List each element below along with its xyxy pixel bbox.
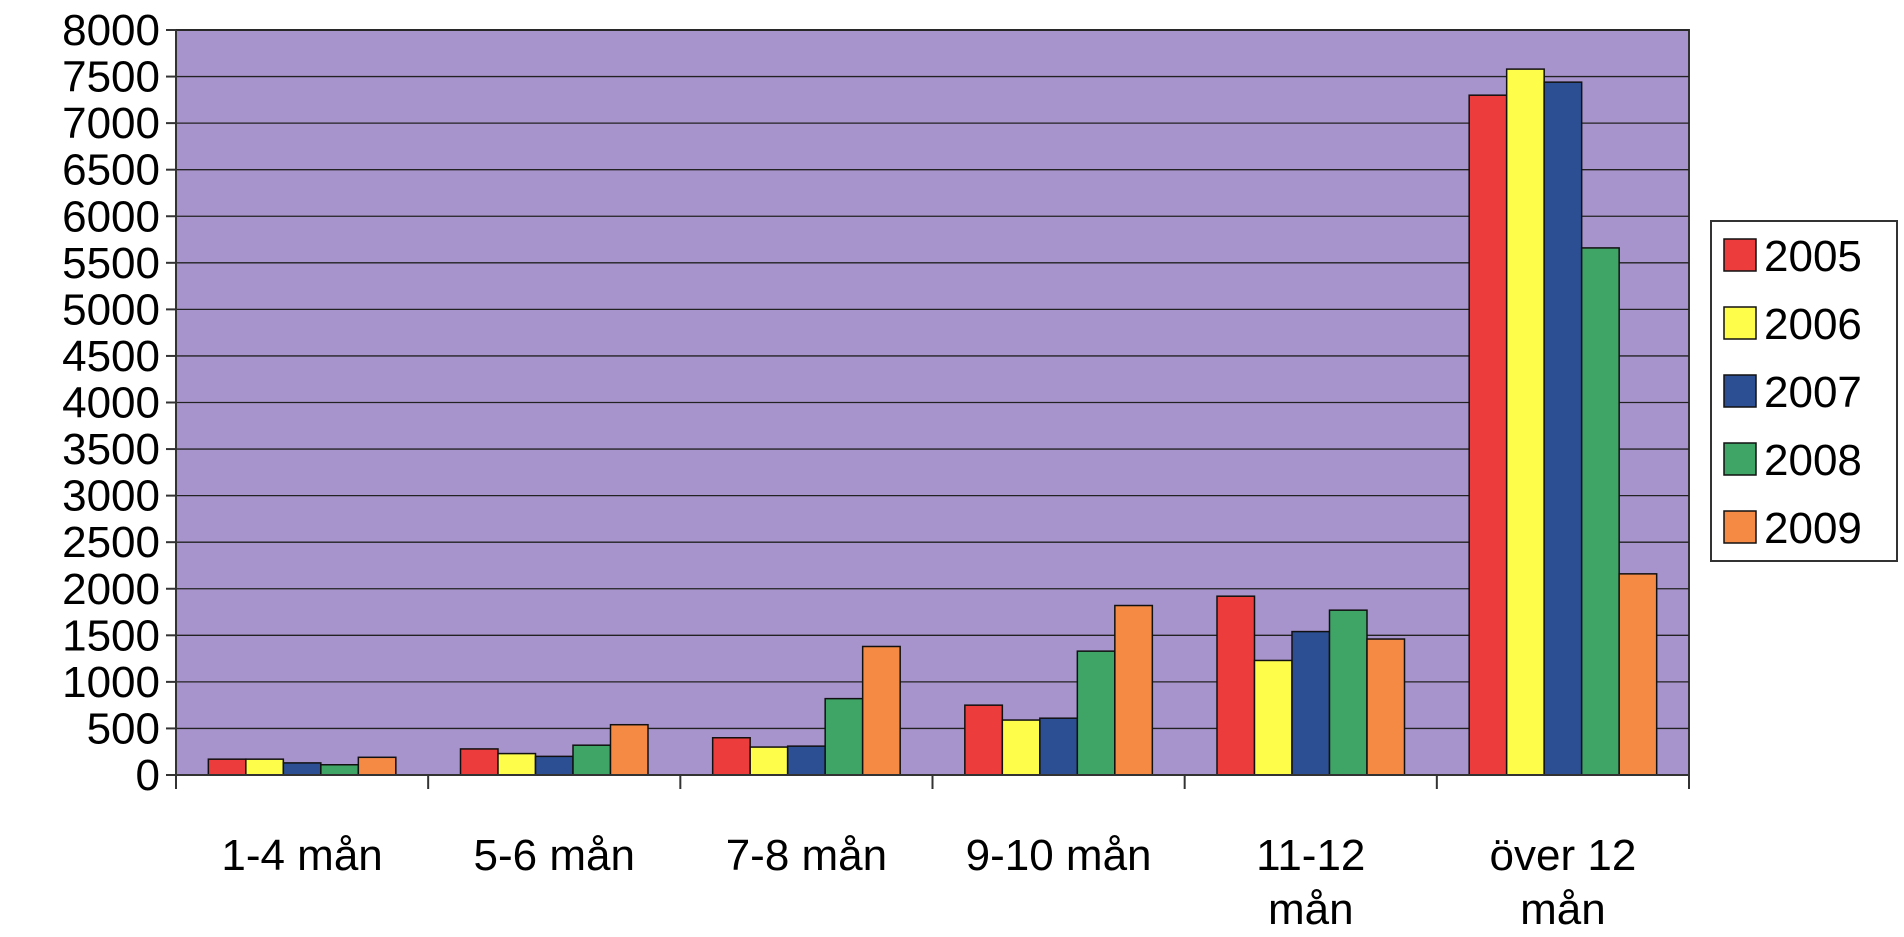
- bar-2009: [1114, 604, 1154, 776]
- bar-2007: [786, 745, 826, 776]
- x-tick-label: 5-6 mån: [474, 831, 635, 880]
- gridlines: [176, 29, 1689, 730]
- x-axis-ticks: 1-4 mån 5-6 mån 7-8 mån 9-10 mån 11-12 månöve…: [175, 775, 1690, 934]
- legend-label: 2009: [1764, 504, 1862, 553]
- bar-2006: [1001, 719, 1041, 776]
- bar-2006: [1505, 68, 1545, 776]
- bar-2005: [1216, 595, 1256, 776]
- x-tick-label: 1-4 mån: [221, 831, 382, 880]
- legend-swatch: [1723, 306, 1757, 340]
- y-tick-label: 8000: [62, 6, 160, 55]
- bar-2008: [1328, 609, 1368, 776]
- y-tick-label: 4500: [62, 332, 160, 381]
- legend-label: 2007: [1764, 368, 1862, 417]
- legend-label: 2008: [1764, 436, 1862, 485]
- y-tick-label: 1000: [62, 658, 160, 707]
- bar-2007: [534, 755, 574, 776]
- bar-2008: [1580, 247, 1620, 776]
- bar-2007: [1543, 81, 1583, 776]
- legend: 2005 2006 2007 2008 2009: [1710, 220, 1898, 562]
- y-tick-label: 4000: [62, 379, 160, 428]
- legend-swatch: [1723, 374, 1757, 408]
- x-tick-label-line: 11-12: [1256, 831, 1365, 880]
- x-tick-label-line: mån: [1520, 885, 1606, 934]
- y-tick-label: 6000: [62, 192, 160, 241]
- bar-2006: [749, 746, 789, 776]
- bar-2005: [207, 758, 247, 776]
- bar-2005: [1468, 94, 1508, 776]
- bar-2008: [572, 744, 612, 776]
- y-axis-ticks: 0500100015002000250030003500400045005000…: [62, 6, 176, 800]
- y-tick-label: 3000: [62, 472, 160, 521]
- x-tick-label: över 12 mån: [1490, 831, 1637, 934]
- y-tick-label: 1500: [62, 611, 160, 660]
- x-tick-label: 9-10 mån: [966, 831, 1152, 880]
- x-tick-label-line: 9-10 mån: [966, 831, 1152, 880]
- y-tick-label: 5000: [62, 285, 160, 334]
- bar-2009: [1618, 573, 1658, 776]
- bar-2008: [1076, 650, 1116, 776]
- bar-2009: [357, 756, 397, 776]
- bar-2006: [245, 758, 285, 776]
- bar-2005: [459, 748, 499, 776]
- x-tick-label-line: 1-4 mån: [221, 831, 382, 880]
- legend-swatch: [1723, 510, 1757, 544]
- y-tick-label: 5500: [62, 239, 160, 288]
- y-tick-label: 2000: [62, 565, 160, 614]
- x-tick-label-line: över 12: [1490, 831, 1637, 880]
- legend-label: 2006: [1764, 300, 1862, 349]
- x-tick-label: 7-8 mån: [726, 831, 887, 880]
- bar-2006: [1253, 659, 1293, 776]
- bar-2008: [320, 764, 360, 776]
- bar-2008: [824, 697, 864, 776]
- bar-2009: [861, 645, 901, 776]
- bar-2007: [282, 762, 322, 776]
- legend-label: 2005: [1764, 232, 1862, 281]
- y-tick-label: 2500: [62, 518, 160, 567]
- x-tick-label-line: 5-6 mån: [474, 831, 635, 880]
- bar-2005: [964, 704, 1004, 776]
- legend-box: [1710, 220, 1898, 562]
- legend-swatch: [1723, 238, 1757, 272]
- x-tick-label: 11-12 mån: [1256, 831, 1365, 934]
- bar-2009: [609, 723, 649, 776]
- x-tick-label-line: mån: [1268, 885, 1354, 934]
- legend-swatch: [1723, 442, 1757, 476]
- y-tick-label: 7000: [62, 99, 160, 148]
- bar-2009: [1366, 638, 1406, 776]
- x-tick-label-line: 7-8 mån: [726, 831, 887, 880]
- bar-2006: [497, 752, 537, 776]
- bars: [207, 68, 1658, 776]
- y-tick-label: 3500: [62, 425, 160, 474]
- bar-2005: [711, 737, 751, 776]
- y-tick-label: 6500: [62, 146, 160, 195]
- y-tick-label: 7500: [62, 53, 160, 102]
- y-tick-label: 0: [136, 751, 160, 800]
- bar-2007: [1039, 717, 1079, 776]
- y-tick-label: 500: [87, 704, 160, 753]
- bar-2007: [1291, 630, 1331, 776]
